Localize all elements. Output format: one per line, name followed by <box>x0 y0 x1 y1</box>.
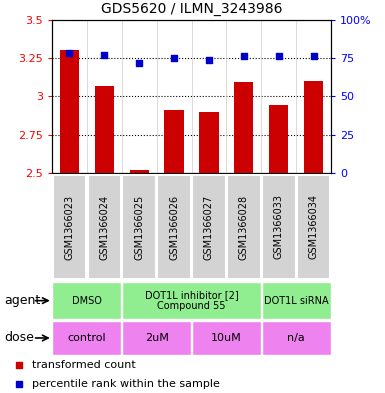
Bar <box>87 175 121 279</box>
Bar <box>304 81 323 393</box>
Bar <box>130 170 149 393</box>
Bar <box>262 175 296 279</box>
Text: GSM1366023: GSM1366023 <box>64 195 74 259</box>
Bar <box>164 110 184 393</box>
Bar <box>297 175 330 279</box>
Text: percentile rank within the sample: percentile rank within the sample <box>32 379 219 389</box>
Point <box>101 52 107 58</box>
Title: GDS5620 / ILMN_3243986: GDS5620 / ILMN_3243986 <box>101 2 282 16</box>
Bar <box>269 105 288 393</box>
Text: DOT1L inhibitor [2]
Compound 55: DOT1L inhibitor [2] Compound 55 <box>145 290 238 311</box>
Bar <box>199 112 219 393</box>
Point <box>206 56 212 62</box>
Point <box>276 53 282 60</box>
Text: DOT1L siRNA: DOT1L siRNA <box>264 296 328 306</box>
Text: transformed count: transformed count <box>32 360 136 370</box>
Bar <box>52 321 121 354</box>
Text: dose: dose <box>4 331 34 345</box>
Point <box>171 55 177 61</box>
Text: DMSO: DMSO <box>72 296 102 306</box>
Bar <box>53 175 86 279</box>
Text: n/a: n/a <box>287 333 305 343</box>
Point <box>311 53 317 60</box>
Text: GSM1366026: GSM1366026 <box>169 195 179 259</box>
Bar <box>122 282 261 319</box>
Bar <box>234 83 253 393</box>
Bar <box>262 282 331 319</box>
Text: agent: agent <box>4 294 40 307</box>
Bar <box>60 50 79 393</box>
Text: GSM1366033: GSM1366033 <box>274 195 284 259</box>
Text: GSM1366027: GSM1366027 <box>204 194 214 260</box>
Bar <box>157 175 191 279</box>
Bar <box>122 175 156 279</box>
Text: GSM1366024: GSM1366024 <box>99 195 109 259</box>
Point <box>16 362 22 368</box>
Bar <box>227 175 261 279</box>
Point <box>66 50 72 57</box>
Point <box>16 380 22 387</box>
Point <box>136 59 142 66</box>
Point <box>241 53 247 60</box>
Text: 2uM: 2uM <box>145 333 169 343</box>
Bar <box>122 321 191 354</box>
Bar <box>192 321 261 354</box>
Text: GSM1366028: GSM1366028 <box>239 195 249 259</box>
Bar <box>95 86 114 393</box>
Text: control: control <box>67 333 106 343</box>
Bar <box>192 175 226 279</box>
Bar <box>52 282 121 319</box>
Text: GSM1366025: GSM1366025 <box>134 194 144 260</box>
Bar <box>262 321 331 354</box>
Text: 10uM: 10uM <box>211 333 242 343</box>
Text: GSM1366034: GSM1366034 <box>309 195 319 259</box>
